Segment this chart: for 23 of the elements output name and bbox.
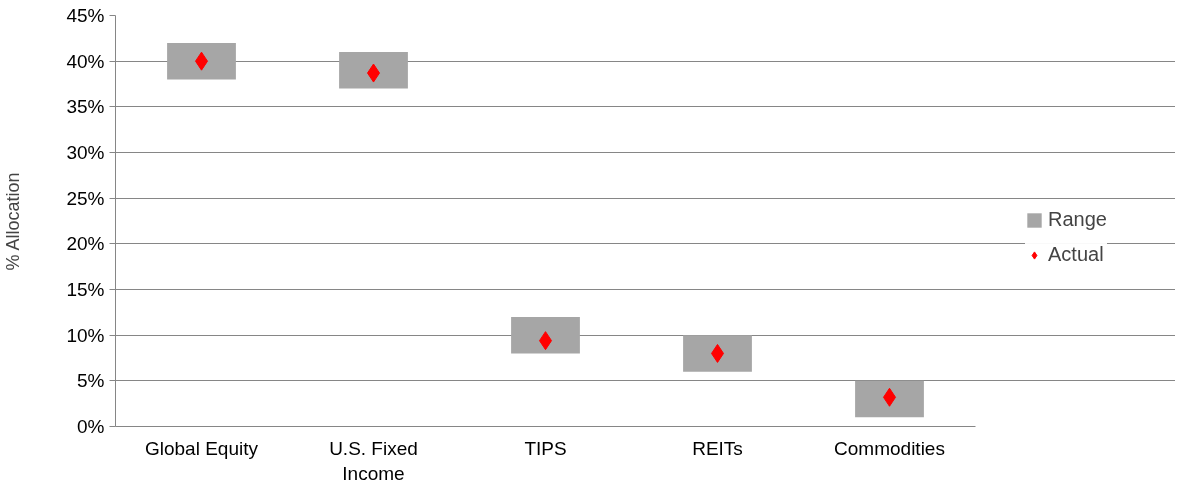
bar [167,42,236,80]
x-tick-label: Global Equity [145,437,259,459]
x-tick-label: Commodities [834,437,945,459]
y-tick-label: 20% [66,233,105,255]
legend-label: Actual [1048,243,1104,266]
y-axis-title: % Allocation [3,172,24,271]
y-tick-label: 25% [66,187,105,209]
x-tick-label: U.S. Fixed Income [329,437,418,484]
y-tick-label: 30% [66,142,105,163]
bar [683,335,752,372]
y-tick-label: 45% [66,5,105,26]
x-tick-label: REITs [692,437,743,459]
y-tick-label: 0% [77,416,105,437]
bar [855,380,924,418]
bar [339,52,408,89]
y-tick-label: 10% [66,324,105,346]
y-tick-label: 35% [66,96,105,118]
y-tick-label: 5% [77,370,105,392]
bar [511,316,580,354]
legend-label: Range [1048,208,1107,231]
x-tick-label: TIPS [524,437,567,459]
y-tick-label: 40% [66,50,105,72]
y-tick-label: 15% [66,279,105,300]
